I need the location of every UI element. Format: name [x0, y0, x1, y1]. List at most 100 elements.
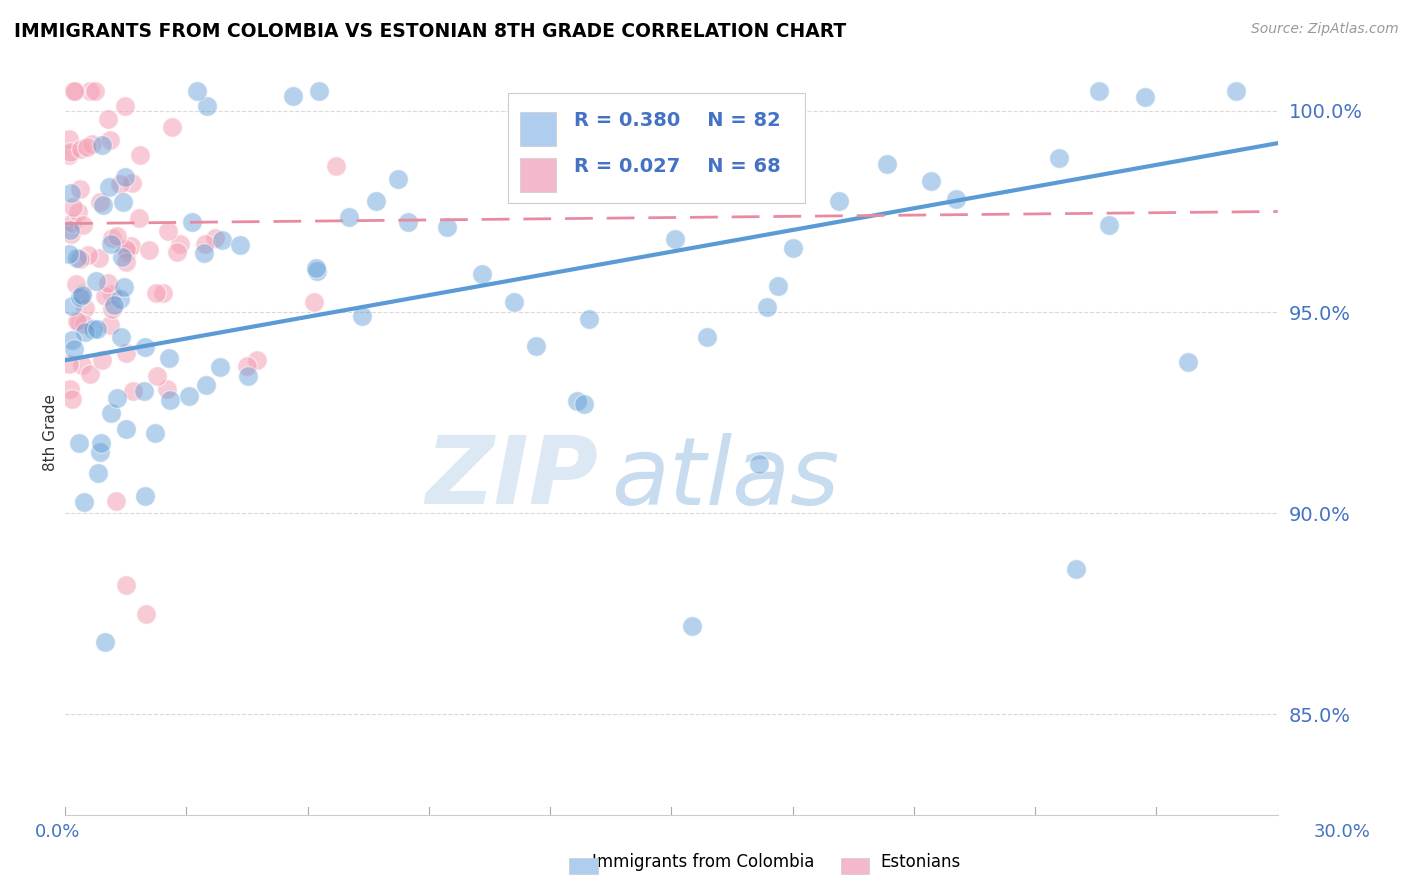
- Point: [145, 286, 167, 301]
- Point: [100, 286, 122, 301]
- Point: [108, 177, 131, 191]
- Point: [80, 136, 103, 151]
- Point: [111, 250, 134, 264]
- Point: [945, 192, 967, 206]
- Point: [75, 301, 97, 315]
- Point: [100, 236, 122, 251]
- Point: [58, 132, 80, 146]
- Point: [60, 227, 83, 242]
- Point: [84, 274, 107, 288]
- Point: [87, 252, 110, 266]
- Point: [827, 194, 849, 208]
- Point: [59, 145, 82, 160]
- Point: [1088, 84, 1111, 98]
- Point: [186, 84, 208, 98]
- Point: [83, 84, 105, 98]
- Point: [1225, 84, 1247, 98]
- Point: [114, 254, 136, 268]
- Point: [97, 277, 120, 291]
- Point: [138, 243, 160, 257]
- Point: [87, 466, 110, 480]
- Point: [246, 353, 269, 368]
- FancyBboxPatch shape: [520, 158, 557, 192]
- Point: [195, 99, 218, 113]
- Point: [129, 148, 152, 162]
- Point: [387, 172, 409, 186]
- Text: R = 0.380    N = 82: R = 0.380 N = 82: [575, 112, 782, 130]
- Point: [60, 186, 83, 200]
- Point: [69, 252, 91, 266]
- Point: [681, 618, 703, 632]
- Point: [574, 397, 596, 411]
- Point: [79, 84, 101, 98]
- Point: [115, 346, 138, 360]
- Point: [91, 138, 114, 153]
- Point: [506, 97, 529, 112]
- Point: [121, 384, 143, 399]
- Point: [302, 295, 325, 310]
- Point: [69, 289, 91, 303]
- Point: [63, 342, 86, 356]
- Point: [82, 322, 104, 336]
- Point: [77, 248, 100, 262]
- Point: [305, 264, 328, 278]
- Point: [337, 210, 360, 224]
- Point: [166, 244, 188, 259]
- Point: [156, 382, 179, 396]
- Point: [114, 169, 136, 184]
- Point: [1064, 562, 1087, 576]
- Point: [238, 368, 260, 383]
- Point: [305, 260, 328, 275]
- Point: [65, 277, 87, 292]
- Point: [114, 578, 136, 592]
- FancyBboxPatch shape: [508, 93, 804, 203]
- Point: [89, 445, 111, 459]
- Point: [664, 232, 686, 246]
- Point: [93, 289, 115, 303]
- Point: [110, 330, 132, 344]
- Point: [193, 245, 215, 260]
- Point: [211, 233, 233, 247]
- Point: [565, 393, 588, 408]
- Point: [105, 228, 128, 243]
- FancyBboxPatch shape: [520, 112, 557, 146]
- Point: [98, 133, 121, 147]
- Point: [73, 495, 96, 509]
- Point: [58, 147, 80, 161]
- Point: [86, 322, 108, 336]
- Point: [204, 231, 226, 245]
- Point: [157, 224, 180, 238]
- Point: [60, 216, 83, 230]
- Point: [143, 425, 166, 440]
- Point: [236, 359, 259, 373]
- Text: Source: ZipAtlas.com: Source: ZipAtlas.com: [1251, 22, 1399, 37]
- Point: [159, 393, 181, 408]
- Point: [696, 329, 718, 343]
- Point: [194, 378, 217, 392]
- Point: [755, 300, 778, 314]
- Point: [60, 333, 83, 347]
- Point: [1133, 90, 1156, 104]
- Point: [181, 214, 204, 228]
- Point: [72, 358, 94, 372]
- Point: [503, 295, 526, 310]
- Point: [91, 353, 114, 368]
- Point: [578, 311, 600, 326]
- Point: [121, 176, 143, 190]
- Point: [114, 242, 136, 256]
- Point: [66, 314, 89, 328]
- Point: [308, 84, 330, 98]
- Text: Estonians: Estonians: [880, 853, 962, 871]
- Point: [62, 84, 84, 98]
- Point: [111, 195, 134, 210]
- Point: [325, 159, 347, 173]
- Text: 0.0%: 0.0%: [35, 822, 80, 840]
- Point: [70, 285, 93, 300]
- Point: [766, 278, 789, 293]
- Point: [135, 607, 157, 621]
- Point: [100, 231, 122, 245]
- Text: R = 0.027    N = 68: R = 0.027 N = 68: [575, 157, 782, 177]
- Point: [62, 200, 84, 214]
- Point: [67, 436, 90, 450]
- Point: [160, 120, 183, 134]
